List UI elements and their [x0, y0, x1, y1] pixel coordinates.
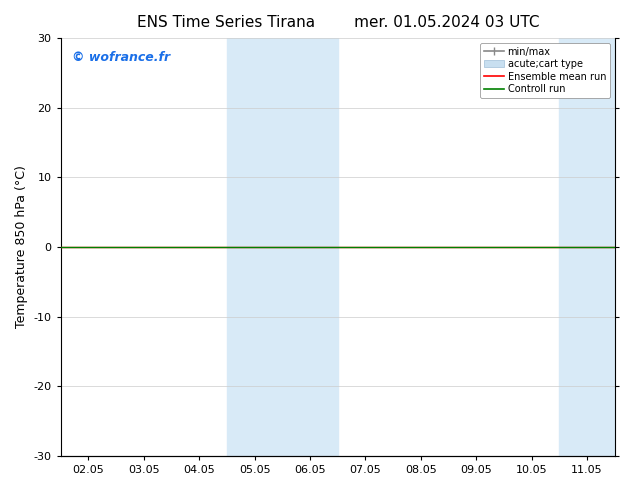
Legend: min/max, acute;cart type, Ensemble mean run, Controll run: min/max, acute;cart type, Ensemble mean …: [481, 43, 610, 98]
Bar: [559, 38, 615, 456]
Y-axis label: Temperature 850 hPa (°C): Temperature 850 hPa (°C): [15, 166, 28, 328]
Text: © wofrance.fr: © wofrance.fr: [72, 50, 170, 64]
Title: ENS Time Series Tirana        mer. 01.05.2024 03 UTC: ENS Time Series Tirana mer. 01.05.2024 0…: [136, 15, 539, 30]
Bar: [227, 38, 338, 456]
